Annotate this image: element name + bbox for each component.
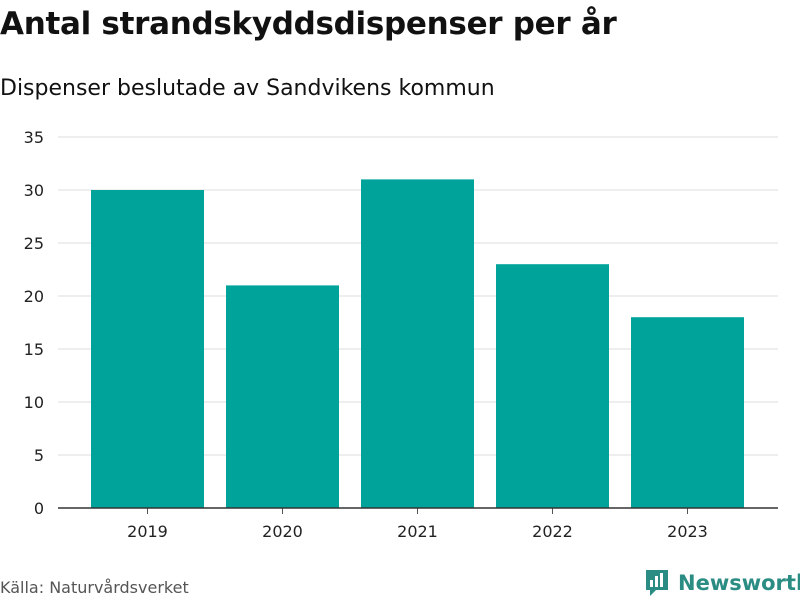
y-tick-label-10: 10 (24, 393, 44, 412)
x-tick-label-2022: 2022 (532, 522, 573, 541)
bar-2020 (226, 285, 339, 508)
y-tick-label-15: 15 (24, 340, 44, 359)
x-tick-label-2023: 2023 (667, 522, 708, 541)
y-tick-label-20: 20 (24, 287, 44, 306)
y-tick-label-30: 30 (24, 181, 44, 200)
bar-2022 (496, 264, 609, 508)
bar-2023 (631, 317, 744, 508)
newsworthy-logo-icon (646, 570, 668, 596)
y-tick-label-0: 0 (34, 499, 44, 518)
y-tick-label-35: 35 (24, 128, 44, 147)
bar-2021 (361, 179, 474, 508)
brand-name: Newsworthy (678, 571, 800, 595)
x-tick-label-2019: 2019 (127, 522, 168, 541)
chart-subtitle: Dispenser beslutade av Sandvikens kommun (0, 76, 495, 101)
x-tick-label-2021: 2021 (397, 522, 438, 541)
y-tick-label-25: 25 (24, 234, 44, 253)
source-note: Källa: Naturvårdsverket (0, 578, 189, 597)
chart-title: Antal strandskyddsdispenser per år (0, 6, 617, 42)
bar-2019 (91, 190, 204, 508)
y-tick-label-5: 5 (34, 446, 44, 465)
brand-logo: Newsworthy (644, 568, 800, 598)
x-tick-label-2020: 2020 (262, 522, 303, 541)
